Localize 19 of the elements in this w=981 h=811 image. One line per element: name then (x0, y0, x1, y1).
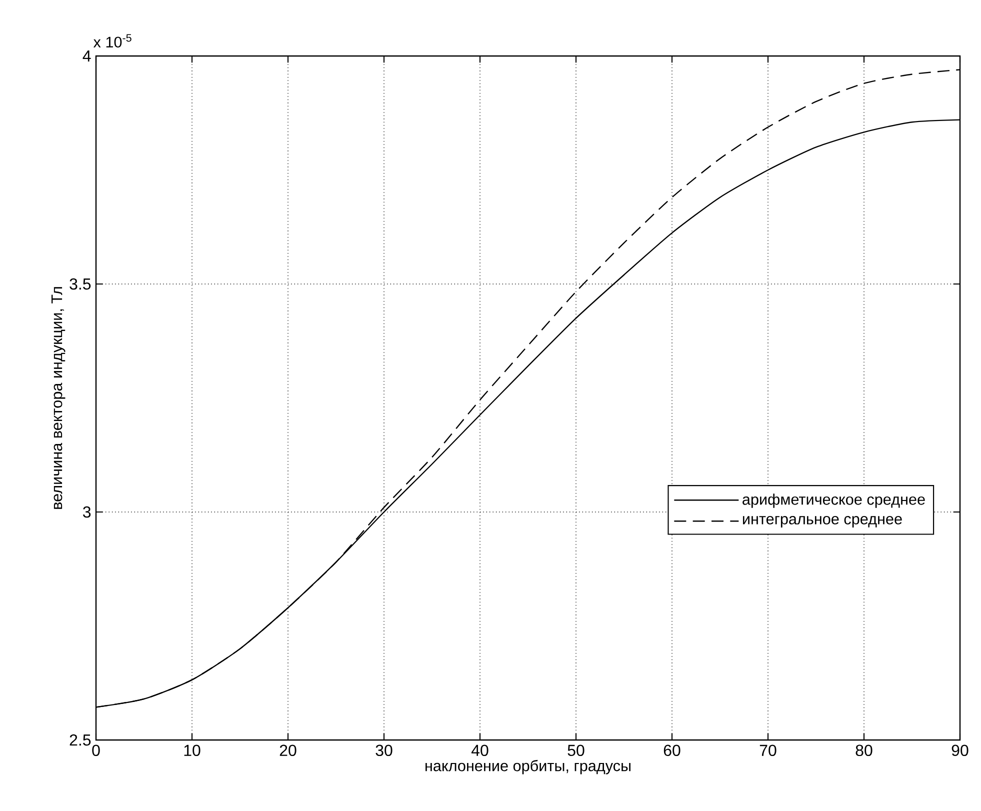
x-tick-label: 90 (952, 744, 968, 756)
x-tick-label: 40 (471, 744, 488, 756)
x-tick-label: 80 (856, 744, 872, 756)
y-tick-label: 3 (83, 506, 91, 518)
x-tick-label: 60 (664, 744, 680, 756)
legend-label: интегральное среднее (742, 516, 902, 528)
x-tick-label: 20 (280, 744, 296, 756)
x-axis-title: наклонение орбиты, градусы (426, 760, 630, 774)
y-tick-label: 3.5 (70, 278, 91, 290)
y-axis-title: величина вектора индукции, Тл (52, 287, 66, 509)
x-tick-label: 30 (376, 744, 392, 756)
x-tick-label: 0 (92, 744, 100, 756)
legend-label: арифметическое среднее (742, 494, 925, 508)
x-tick-label: 10 (184, 744, 200, 756)
text: x 10$^{-5}$ (93, 34, 132, 48)
x-tick-label: 50 (568, 744, 584, 756)
y-tick-label: 4 (82, 50, 91, 62)
y-tick-label: 2.5 (70, 734, 91, 746)
x-tick-label: 70 (760, 744, 776, 756)
